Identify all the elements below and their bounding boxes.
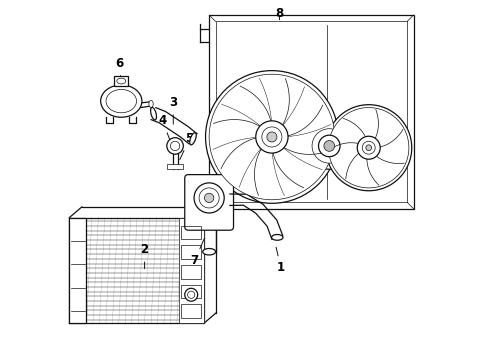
Circle shape [324,140,335,151]
Circle shape [366,145,371,150]
Bar [114,76,128,86]
Circle shape [362,141,375,154]
Bar [181,245,200,259]
Circle shape [204,193,214,203]
Circle shape [188,291,195,298]
FancyBboxPatch shape [185,175,234,230]
Text: 4: 4 [158,114,171,141]
Ellipse shape [100,85,142,117]
Text: 5: 5 [180,132,194,159]
Ellipse shape [106,89,137,113]
Bar [181,226,200,239]
Circle shape [167,138,183,154]
Circle shape [171,141,180,150]
Circle shape [312,129,346,163]
Circle shape [262,127,282,147]
Bar [209,15,414,209]
Circle shape [205,71,338,203]
Bar [181,285,200,298]
Bar [179,218,204,323]
Circle shape [199,188,219,208]
Bar [181,265,200,279]
Text: 7: 7 [191,238,204,267]
Bar [167,164,183,169]
Text: 1: 1 [276,247,285,274]
Text: 2: 2 [141,243,148,269]
Ellipse shape [150,107,156,120]
Text: 8: 8 [275,7,283,20]
Bar [181,305,200,318]
Ellipse shape [190,132,196,145]
Circle shape [185,288,197,301]
Ellipse shape [117,78,126,84]
Ellipse shape [271,234,283,240]
Circle shape [318,135,340,157]
Circle shape [256,121,288,153]
Circle shape [209,74,335,200]
Circle shape [326,105,412,191]
Circle shape [306,123,353,169]
Circle shape [329,108,409,188]
Bar [216,22,407,202]
Circle shape [267,132,277,142]
Circle shape [357,136,380,159]
Bar [69,218,87,323]
Ellipse shape [149,100,153,108]
Ellipse shape [203,248,216,255]
Text: 3: 3 [169,96,177,124]
Circle shape [194,183,224,213]
Text: 6: 6 [115,57,123,82]
